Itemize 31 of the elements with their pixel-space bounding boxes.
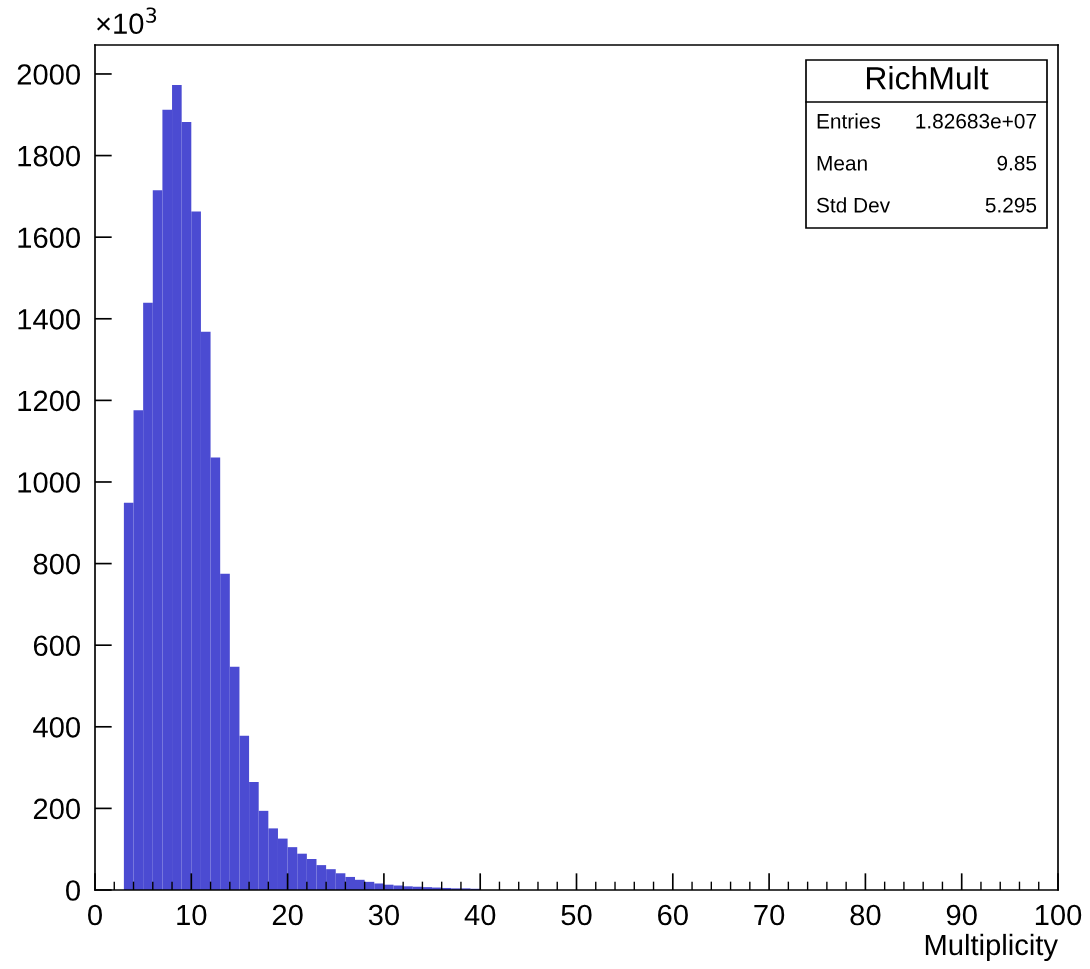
x-tick-label: 50 <box>561 904 592 926</box>
x-tick-label: 0 <box>88 904 102 926</box>
annotation: Mean <box>817 156 867 171</box>
annotation: 1.82683e+07 <box>916 113 1036 129</box>
y-tick-label: 600 <box>33 635 80 657</box>
y-tick-label: 1600 <box>18 227 80 249</box>
x-tick-label: 60 <box>658 904 688 926</box>
x-tick-label: 20 <box>272 904 303 926</box>
annotation: 5.295 <box>985 197 1037 213</box>
y-tick-label: 200 <box>33 798 80 820</box>
annotation: Std Dev <box>816 197 891 213</box>
x-tick-label: 40 <box>464 904 496 926</box>
annotation: Entries <box>817 113 881 129</box>
y-tick-label: 0 <box>66 880 80 901</box>
y-tick-label: 1200 <box>18 390 80 412</box>
x-axis-title: Multiplicity <box>925 933 1058 962</box>
x-tick-label: 70 <box>754 904 785 926</box>
y-tick-label: 400 <box>33 717 80 738</box>
y-tick-label: 1000 <box>18 472 80 493</box>
text: ×10$^{3}$ <box>97 7 157 35</box>
y-tick-label: 1400 <box>18 308 80 330</box>
x-tick-label: 80 <box>850 904 881 926</box>
y-tick-label: 800 <box>33 553 80 575</box>
x-tick-label: 10 <box>177 904 207 926</box>
y-tick-label: 1800 <box>18 145 80 167</box>
y-tick-label: 2000 <box>17 64 80 85</box>
x-tick-label: 100 <box>1035 904 1082 926</box>
x-tick-label: 90 <box>946 904 977 926</box>
annotation: RichMult <box>867 66 989 90</box>
annotation: 9.85 <box>997 155 1037 171</box>
x-tick-label: 30 <box>368 904 399 926</box>
